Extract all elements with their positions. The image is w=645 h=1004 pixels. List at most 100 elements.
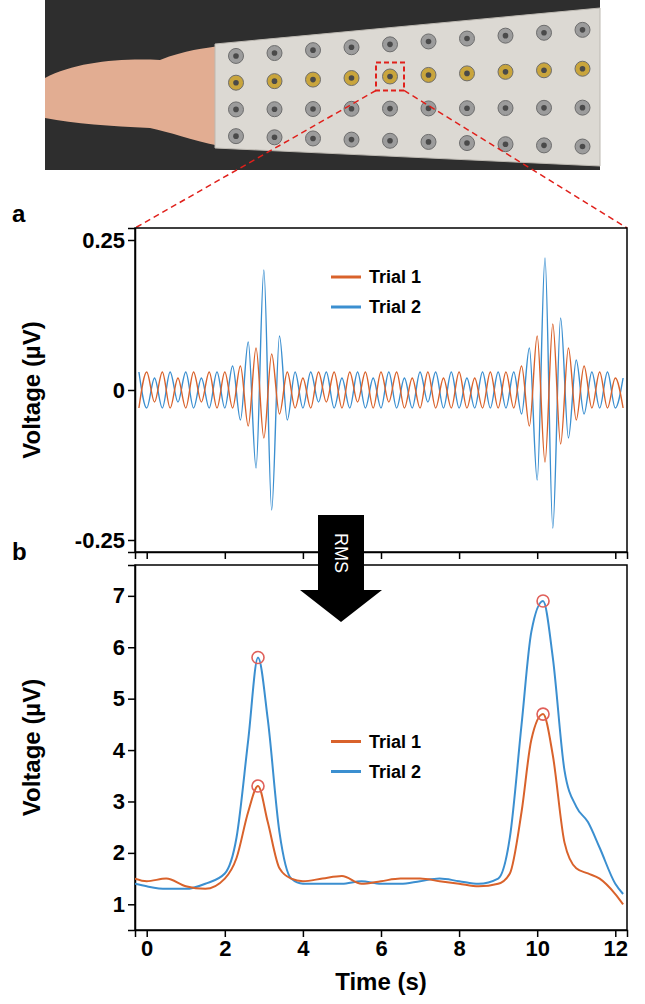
tick-label: 8 — [453, 936, 465, 961]
axis-line — [136, 553, 628, 560]
tick-label: -0.25 — [75, 528, 125, 553]
electrode-center — [387, 138, 393, 144]
photo — [45, 0, 600, 170]
electrode — [306, 43, 321, 58]
highlight-box — [376, 62, 404, 90]
electrode-center — [349, 106, 355, 112]
tick-label: 4 — [297, 936, 310, 961]
electrode-center — [541, 67, 547, 73]
electrode — [498, 28, 513, 43]
legend-swatch — [331, 770, 361, 773]
tick-mark — [128, 801, 135, 803]
electrode — [421, 134, 436, 149]
electrode — [306, 72, 321, 87]
tick-mark — [146, 552, 148, 559]
tick: 6 — [375, 930, 387, 961]
electrode — [537, 138, 552, 153]
tick-mark — [128, 390, 135, 392]
electrode — [537, 25, 552, 40]
electrode — [344, 71, 359, 86]
electrode-center — [503, 33, 509, 39]
line — [139, 258, 623, 528]
electrode-center — [310, 106, 316, 112]
electrode — [229, 129, 244, 144]
legend-swatch — [331, 306, 361, 309]
tick-label: 10 — [525, 936, 549, 961]
tick-label: 1 — [113, 892, 125, 917]
electrode-center — [233, 133, 239, 139]
electrode-center — [503, 105, 509, 111]
electrode-center — [426, 139, 432, 145]
electrode — [344, 101, 359, 116]
tick: 0 — [113, 378, 135, 403]
tick-label: 5 — [113, 686, 125, 711]
legend-label: Trial 2 — [369, 762, 421, 782]
y-axis-title: Voltage (µV) — [18, 679, 45, 816]
y-axis: -0.25 0 0.25 — [75, 228, 136, 553]
electrode — [383, 101, 398, 116]
arrow-shape — [300, 515, 382, 622]
tick-label: 6 — [375, 936, 387, 961]
zoom-line — [135, 90, 376, 228]
tick-label: 6 — [113, 635, 125, 660]
tick-label: 0 — [113, 378, 125, 403]
tick — [147, 552, 148, 559]
y-axis-title: Voltage (µV) — [18, 321, 45, 458]
tick — [537, 552, 538, 559]
electrode — [537, 100, 552, 115]
legend: Trial 1 Trial 2 — [331, 732, 421, 782]
tick: 1 — [113, 892, 135, 917]
plot-frame — [135, 228, 627, 552]
tick: -0.25 — [75, 528, 135, 553]
electrode — [460, 66, 475, 81]
electrode-center — [426, 39, 432, 45]
panel: -0.2500.25Voltage (µV)aTrial 1Trial 2 — [12, 200, 628, 559]
electrode-center — [580, 144, 586, 150]
electrode — [229, 102, 244, 117]
tick — [381, 552, 382, 559]
y-axis: 1234567 — [113, 566, 136, 931]
annotation: RMS — [331, 533, 351, 573]
tick — [615, 552, 616, 559]
electrode-center — [272, 78, 278, 84]
tick-label: 0 — [141, 936, 153, 961]
electrode-center — [464, 36, 470, 42]
x-axis — [136, 552, 628, 559]
electrode-center — [464, 140, 470, 146]
electrode-center — [349, 44, 355, 50]
x-axis-title: Time (s) — [335, 968, 427, 995]
tick: 8 — [453, 930, 465, 961]
electrode-center — [349, 137, 355, 143]
electrode-center — [580, 105, 586, 111]
legend-label: Trial 1 — [369, 732, 421, 752]
electrode-center — [503, 69, 509, 75]
zoom-line — [404, 90, 627, 228]
electrode — [383, 69, 398, 84]
tick-label: 0.25 — [82, 228, 125, 253]
photo-background — [45, 0, 600, 170]
electrode-center — [580, 66, 586, 72]
tick: 10 — [525, 930, 549, 961]
electrode — [460, 101, 475, 116]
tick: 4 — [297, 930, 310, 961]
tick-label: 4 — [113, 738, 126, 763]
electrode-center — [272, 50, 278, 56]
tick-mark — [128, 647, 135, 649]
line — [135, 714, 623, 904]
x-axis: 024681012 — [136, 930, 629, 961]
panel: 0246810121234567Voltage (µV)Time (s)bTri… — [12, 538, 628, 995]
tick: 6 — [113, 635, 135, 660]
peak-marker — [252, 780, 264, 792]
tick — [225, 552, 226, 559]
tick: 3 — [113, 789, 135, 814]
electrode-center — [310, 77, 316, 83]
electrode-center — [233, 53, 239, 59]
tick: 12 — [604, 930, 628, 961]
tick-label: 2 — [113, 840, 125, 865]
line — [135, 601, 623, 894]
electrode — [344, 40, 359, 55]
electrode — [460, 136, 475, 151]
plot-area — [135, 595, 623, 904]
plot-area — [139, 258, 623, 528]
tick-mark — [128, 596, 135, 598]
